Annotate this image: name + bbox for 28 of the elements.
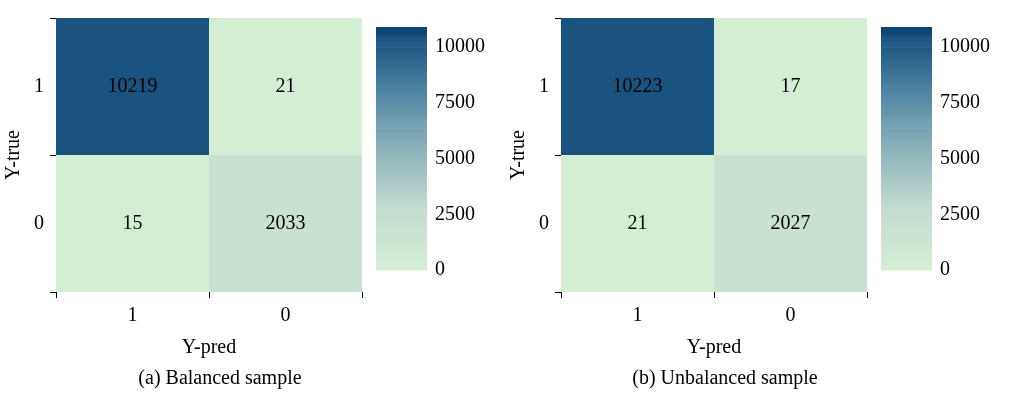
data-label: 15 (122, 210, 143, 233)
data-label: 17 (780, 73, 801, 96)
text: (a) Balanced sample (137, 366, 303, 389)
y-axis-title: Y-true (1, 129, 24, 180)
color-bar-label: 10000 (940, 34, 990, 57)
y-axis-title: Y-true (506, 129, 529, 180)
color-bar-label: 5000 (435, 145, 475, 168)
color-bar-label: 0 (435, 257, 445, 280)
color-bar-label: 0 (940, 257, 950, 280)
data-label: 21 (275, 73, 296, 96)
color-bar-label: 2500 (435, 201, 475, 224)
data-label: 2033 (265, 210, 306, 233)
data-label: 10223 (612, 73, 663, 96)
data-label: 10219 (107, 73, 158, 96)
text: (b) Unbalanced sample (631, 366, 819, 389)
x-tick-label: 1 (127, 303, 138, 326)
x-tick-label: 0 (785, 303, 796, 326)
color-bar-label: 7500 (940, 90, 980, 113)
data-label: 21 (627, 210, 648, 233)
x-axis-title: Y-pred (181, 335, 237, 359)
x-tick-label: 1 (632, 303, 643, 326)
x-axis-title: Y-pred (686, 335, 742, 359)
color-bar-label: 2500 (940, 201, 980, 224)
data-label: 2027 (770, 210, 811, 233)
color-bar-label: 5000 (940, 145, 980, 168)
color-bar-label: 10000 (435, 34, 485, 57)
x-tick-label: 0 (280, 303, 291, 326)
color-bar-label: 7500 (435, 90, 475, 113)
